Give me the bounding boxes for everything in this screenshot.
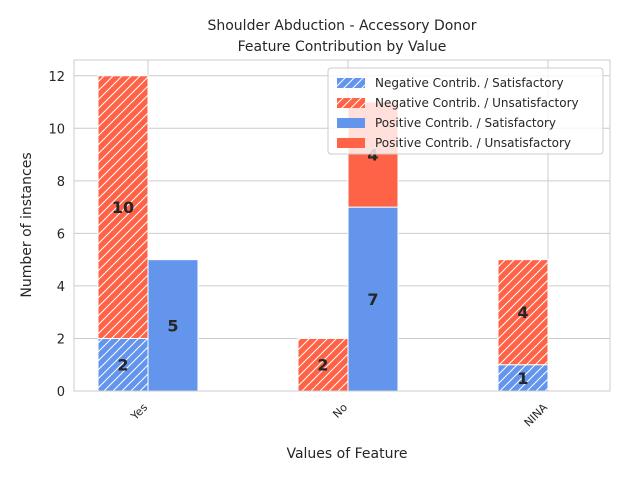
bar-hatch	[498, 259, 548, 365]
bar-value-label: 4	[367, 146, 378, 165]
bar-value-label: 2	[117, 356, 128, 375]
axes-border	[73, 59, 611, 392]
bar-value-label: 1	[517, 369, 528, 388]
bar-labels: 2 10 2 1 4 5 7 4	[112, 146, 529, 388]
x-tick-label: No	[330, 401, 350, 421]
y-tick-label: 8	[57, 175, 65, 190]
legend-box	[327, 67, 604, 155]
x-tick-label: Yes	[128, 401, 151, 424]
bar-value-label: 5	[167, 316, 178, 335]
y-tick-label: 0	[57, 385, 65, 400]
bar-hatch	[498, 364, 548, 391]
legend-label: Positive Contrib. / Unsatisfactory	[375, 136, 571, 150]
bar-hatch	[98, 75, 148, 339]
x-axis-ticks: Yes No NINA	[128, 401, 551, 430]
bars	[97, 75, 549, 392]
legend: Negative Contrib. / Satisfactory Negative…	[327, 67, 604, 155]
y-tick-label: 10	[48, 122, 65, 137]
legend-swatch-hatch	[337, 78, 365, 88]
y-axis-ticks: 0 2 4 6 8 10 12	[48, 70, 65, 400]
x-tick-label: NINA	[522, 401, 551, 430]
y-tick-label: 12	[48, 70, 65, 85]
legend-swatch-hatch	[337, 98, 365, 108]
bar-value-label: 7	[367, 290, 378, 309]
legend-swatch	[337, 138, 365, 148]
bar-value-label: 4	[517, 303, 528, 322]
y-tick-label: 4	[57, 280, 65, 295]
bar-value-label: 10	[112, 198, 134, 217]
bar-hatch	[298, 338, 348, 391]
bar-segment	[147, 259, 199, 392]
y-axis-label: Number of instances	[19, 152, 35, 297]
legend-label: Negative Contrib. / Satisfactory	[375, 76, 564, 90]
y-tick-label: 2	[57, 332, 65, 347]
chart-title-line2: Feature Contribution by Value	[238, 39, 447, 55]
y-tick-label: 6	[57, 227, 65, 242]
bar-hatch	[98, 338, 148, 391]
chart-title-line1: Shoulder Abduction - Accessory Donor	[207, 18, 476, 34]
legend-label: Negative Contrib. / Unsatisfactory	[375, 96, 579, 110]
legend-label: Positive Contrib. / Satisfactory	[375, 116, 556, 130]
x-axis-label: Values of Feature	[286, 446, 407, 462]
bar-segment	[347, 206, 399, 392]
legend-swatch	[337, 118, 365, 128]
plot-frame	[73, 59, 611, 392]
bar-value-label: 2	[317, 356, 328, 375]
